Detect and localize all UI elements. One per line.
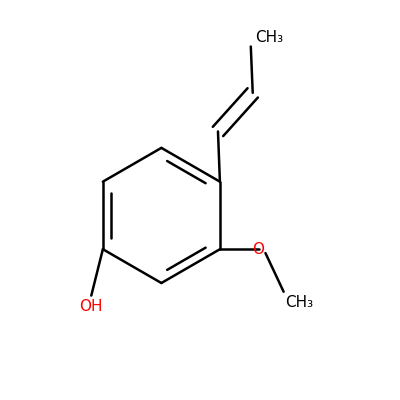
Text: CH₃: CH₃ xyxy=(255,30,283,44)
Text: OH: OH xyxy=(80,300,103,314)
Text: CH₃: CH₃ xyxy=(286,295,314,310)
Text: O: O xyxy=(252,242,264,257)
